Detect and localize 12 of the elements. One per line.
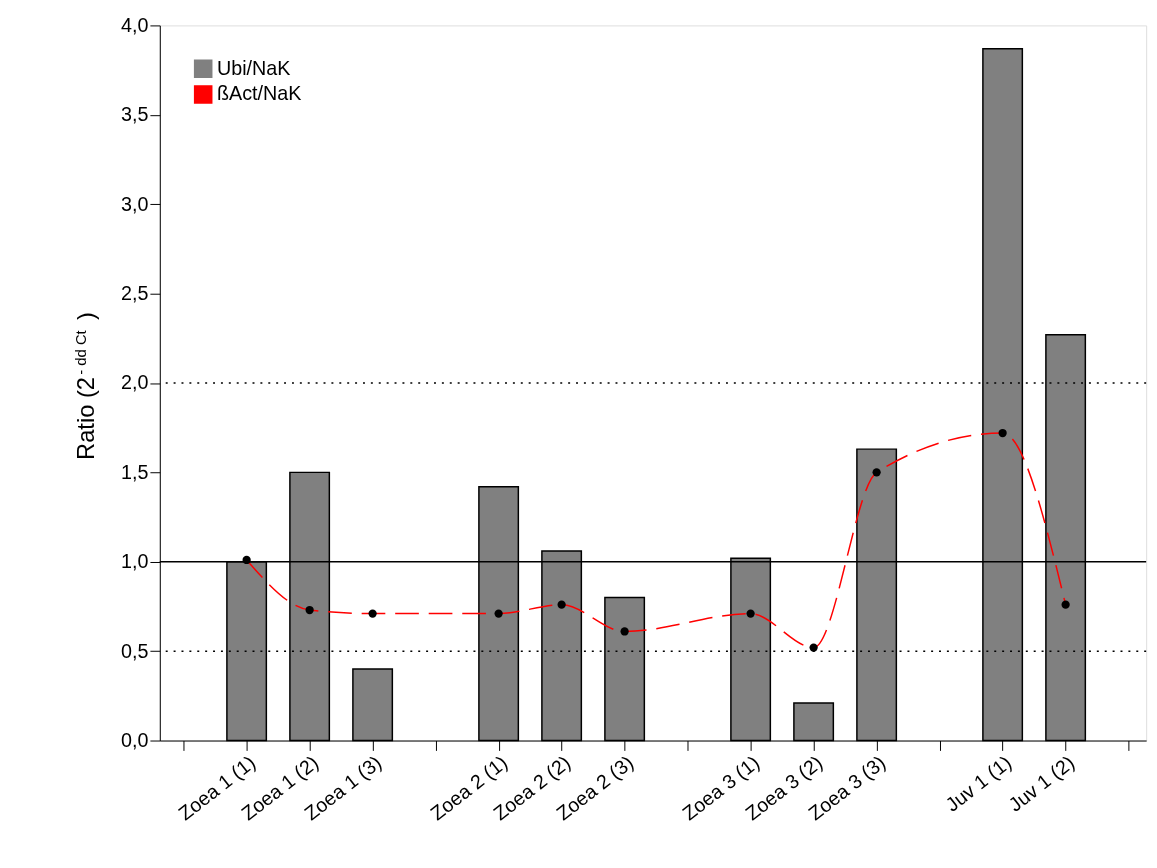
y-tick-label: 3,0 xyxy=(121,192,149,215)
y-tick-label: 0,0 xyxy=(121,728,149,751)
y-tick-label: 1,0 xyxy=(121,550,149,573)
y-tick-label: 0,5 xyxy=(121,639,149,662)
y-tick-label: 4,0 xyxy=(121,13,149,36)
y-tick-label: 2,0 xyxy=(121,371,149,394)
y-tick-label: 3,5 xyxy=(121,103,149,126)
legend-label: Ubi/NaK xyxy=(217,56,291,79)
y-tick-label: 2,5 xyxy=(121,282,149,304)
legend-label: ßAct/NaK xyxy=(217,82,302,105)
y-axis-title: Ratio (2- dd Ct) xyxy=(72,312,99,460)
y-tick-label: 1,5 xyxy=(121,460,149,483)
